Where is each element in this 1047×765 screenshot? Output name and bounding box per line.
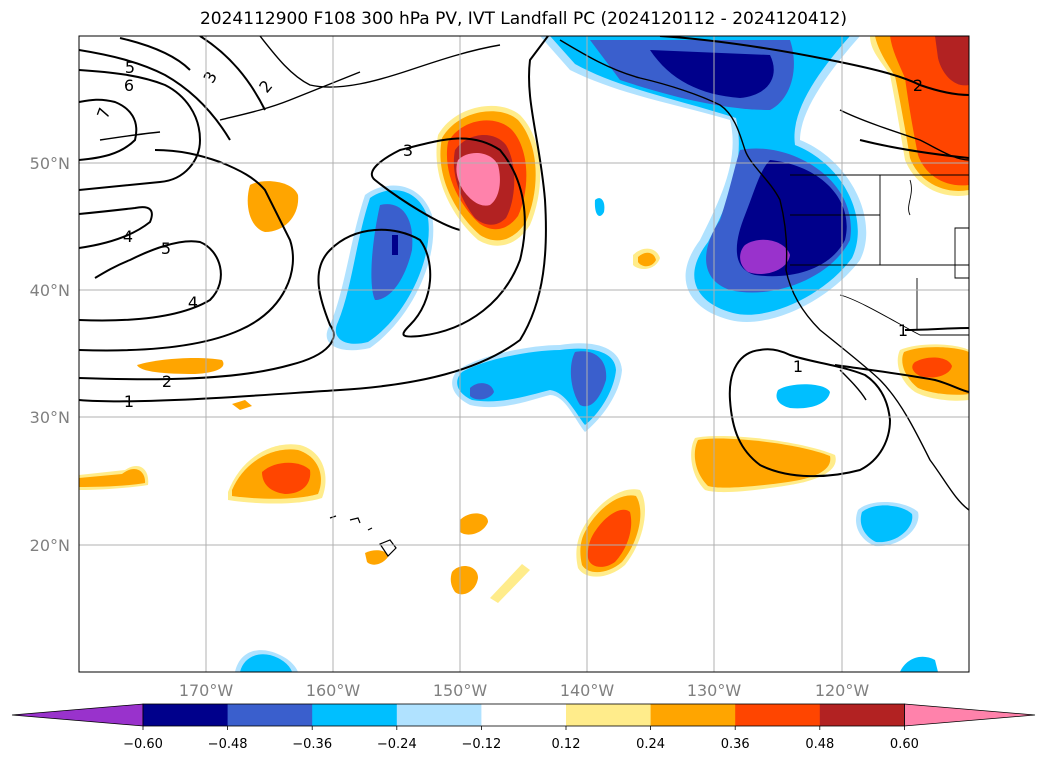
colorbar-tick-label: 0.60 (890, 737, 919, 752)
colorbar-tick-label: 0.12 (552, 737, 581, 752)
contour-label: 2 (913, 76, 923, 95)
colorbar-extend-min (11, 703, 144, 727)
anomaly-small-negative-5 (900, 656, 938, 672)
lat-label: 30°N (30, 408, 70, 427)
lon-label: 130°W (687, 681, 742, 700)
lon-label: 140°W (560, 681, 615, 700)
anomaly-alaska-negative (540, 36, 867, 322)
colorbar-segment (396, 704, 482, 726)
colorbar-segment (227, 704, 313, 726)
colorbar-segment (143, 704, 229, 726)
map-title: 2024112900 F108 300 hPa PV, IVT Landfall… (199, 9, 847, 29)
contour-label: 2 (162, 372, 172, 391)
latitude-labels: 50°N 40°N 30°N 20°N (30, 154, 70, 555)
anomaly-small-negative-3 (594, 198, 605, 216)
colorbar-segment (566, 704, 652, 726)
contour-label: 6 (124, 76, 134, 95)
anomaly-155w-negative (326, 185, 434, 351)
colorbar-segment (650, 704, 736, 726)
lat-label: 50°N (30, 154, 70, 173)
map-frame (78, 35, 970, 673)
lat-label: 20°N (30, 536, 70, 555)
colorbar-tick-label: 0.48 (805, 737, 834, 752)
pv-contours (79, 36, 969, 478)
colorbar-ticks (142, 726, 905, 730)
contour-label: 3 (403, 141, 413, 160)
colorbar-tick-label: −0.12 (461, 737, 501, 752)
colorbar-segment (819, 704, 905, 726)
anomaly-hawaii-positive (228, 444, 326, 504)
political-borders (790, 174, 969, 336)
contour-label: 1 (898, 321, 908, 340)
anomaly-subtropical-negative (452, 343, 622, 432)
anomaly-small-positive-6 (450, 566, 478, 595)
colorbar-frame (142, 703, 905, 727)
colorbar-tick-label: 0.36 (721, 737, 750, 752)
map-area: 5 6 7 3 2 3 4 5 4 2 1 2 1 1 (79, 36, 969, 672)
lat-label: 40°N (30, 281, 70, 300)
lon-label: 170°W (179, 681, 234, 700)
colorbar: −0.60 −0.48 −0.36 −0.24 −0.12 0.12 0.24 0.36 0.4… (11, 703, 1036, 752)
colorbar-tick-label: −0.36 (292, 737, 332, 752)
colorbar-segment (312, 704, 398, 726)
anomaly-140w-positive (576, 489, 645, 577)
colorbar-labels: −0.60 −0.48 −0.36 −0.24 −0.12 0.12 0.24 0.36 0.4… (123, 737, 919, 752)
contour-label: 4 (188, 293, 198, 312)
colorbar-tick-label: 0.24 (636, 737, 665, 752)
colorbar-tick-label: −0.60 (123, 737, 163, 752)
contour-label: 4 (123, 227, 133, 246)
lon-label: 120°W (815, 681, 870, 700)
anomaly-small-positive-5 (460, 513, 488, 535)
colorbar-extend-max (904, 703, 1036, 727)
colorbar-tick-label: −0.48 (208, 737, 248, 752)
contour-label: 1 (793, 357, 803, 376)
hawaiian-islands (329, 515, 397, 557)
contour-label: 5 (125, 58, 135, 77)
lon-label: 160°W (306, 681, 361, 700)
anomaly-150w-positive (436, 105, 541, 246)
colorbar-tick-label: −0.24 (377, 737, 417, 752)
anomaly-west-edge-positive (79, 465, 149, 490)
contour-label: 5 (161, 239, 171, 258)
gridlines (79, 36, 969, 672)
anomaly-small-positive-7 (365, 550, 388, 565)
colorbar-segment (735, 704, 821, 726)
longitude-labels: 170°W 160°W 150°W 140°W 130°W 120°W (179, 681, 870, 700)
colorbar-segment (481, 704, 567, 726)
colorbar-segments (11, 703, 1036, 727)
anomaly-small-positive-8 (490, 564, 530, 603)
contour-label: 1 (124, 392, 134, 411)
anomaly-small-positive-4 (232, 400, 252, 410)
anomaly-small-negative-1 (776, 384, 830, 409)
lon-label: 150°W (433, 681, 488, 700)
anomaly-small-positive-3 (137, 357, 224, 374)
